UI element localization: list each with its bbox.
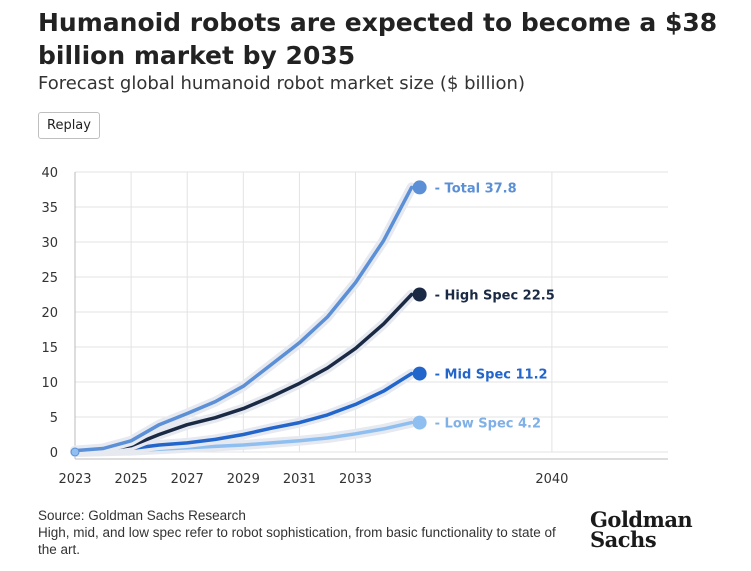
end-label-total: - Total 37.8 [435,181,517,196]
logo-line-2: Sachs [590,527,657,552]
x-tick-label: 2025 [115,472,148,487]
series-line-total [73,185,414,453]
end-label-mid-spec: - Mid Spec 11.2 [435,368,548,383]
end-label-low-spec: - Low Spec 4.2 [435,417,541,432]
y-tick-label: 40 [41,166,58,181]
source-text: Source: Goldman Sachs Research [38,508,246,523]
goldman-sachs-logo: Goldman Sachs [590,507,710,552]
end-marker-total [412,180,427,195]
y-tick-label: 15 [41,341,58,356]
y-tick-label: 5 [50,411,58,426]
start-point [70,447,80,457]
end-marker-mid-spec [412,366,427,381]
end-marker-low-spec [412,415,427,430]
y-tick-label: 30 [41,236,58,251]
note-text: High, mid, and low spec refer to robot s… [38,525,556,557]
logo-line-1: Goldman [590,507,693,532]
x-tick-label: 2031 [283,472,316,487]
chart-subtitle: Forecast global humanoid robot market si… [38,73,525,94]
chart-footnote: Source: Goldman Sachs Research High, mid… [38,507,578,558]
replay-button[interactable]: Replay [38,112,100,139]
x-tick-label: 2027 [171,472,204,487]
x-tick-label: 2040 [535,472,568,487]
chart-title: Humanoid robots are expected to become a… [38,8,718,70]
x-tick-label: 2023 [58,472,91,487]
y-tick-label: 35 [41,201,58,216]
y-tick-label: 25 [41,271,58,286]
end-label-high-spec: - High Spec 22.5 [435,289,555,304]
y-tick-label: 10 [41,376,58,391]
end-marker-high-spec [412,287,427,302]
x-tick-label: 2029 [227,472,260,487]
y-tick-label: 0 [50,446,58,461]
y-tick-label: 20 [41,306,58,321]
x-tick-label: 2033 [339,472,372,487]
